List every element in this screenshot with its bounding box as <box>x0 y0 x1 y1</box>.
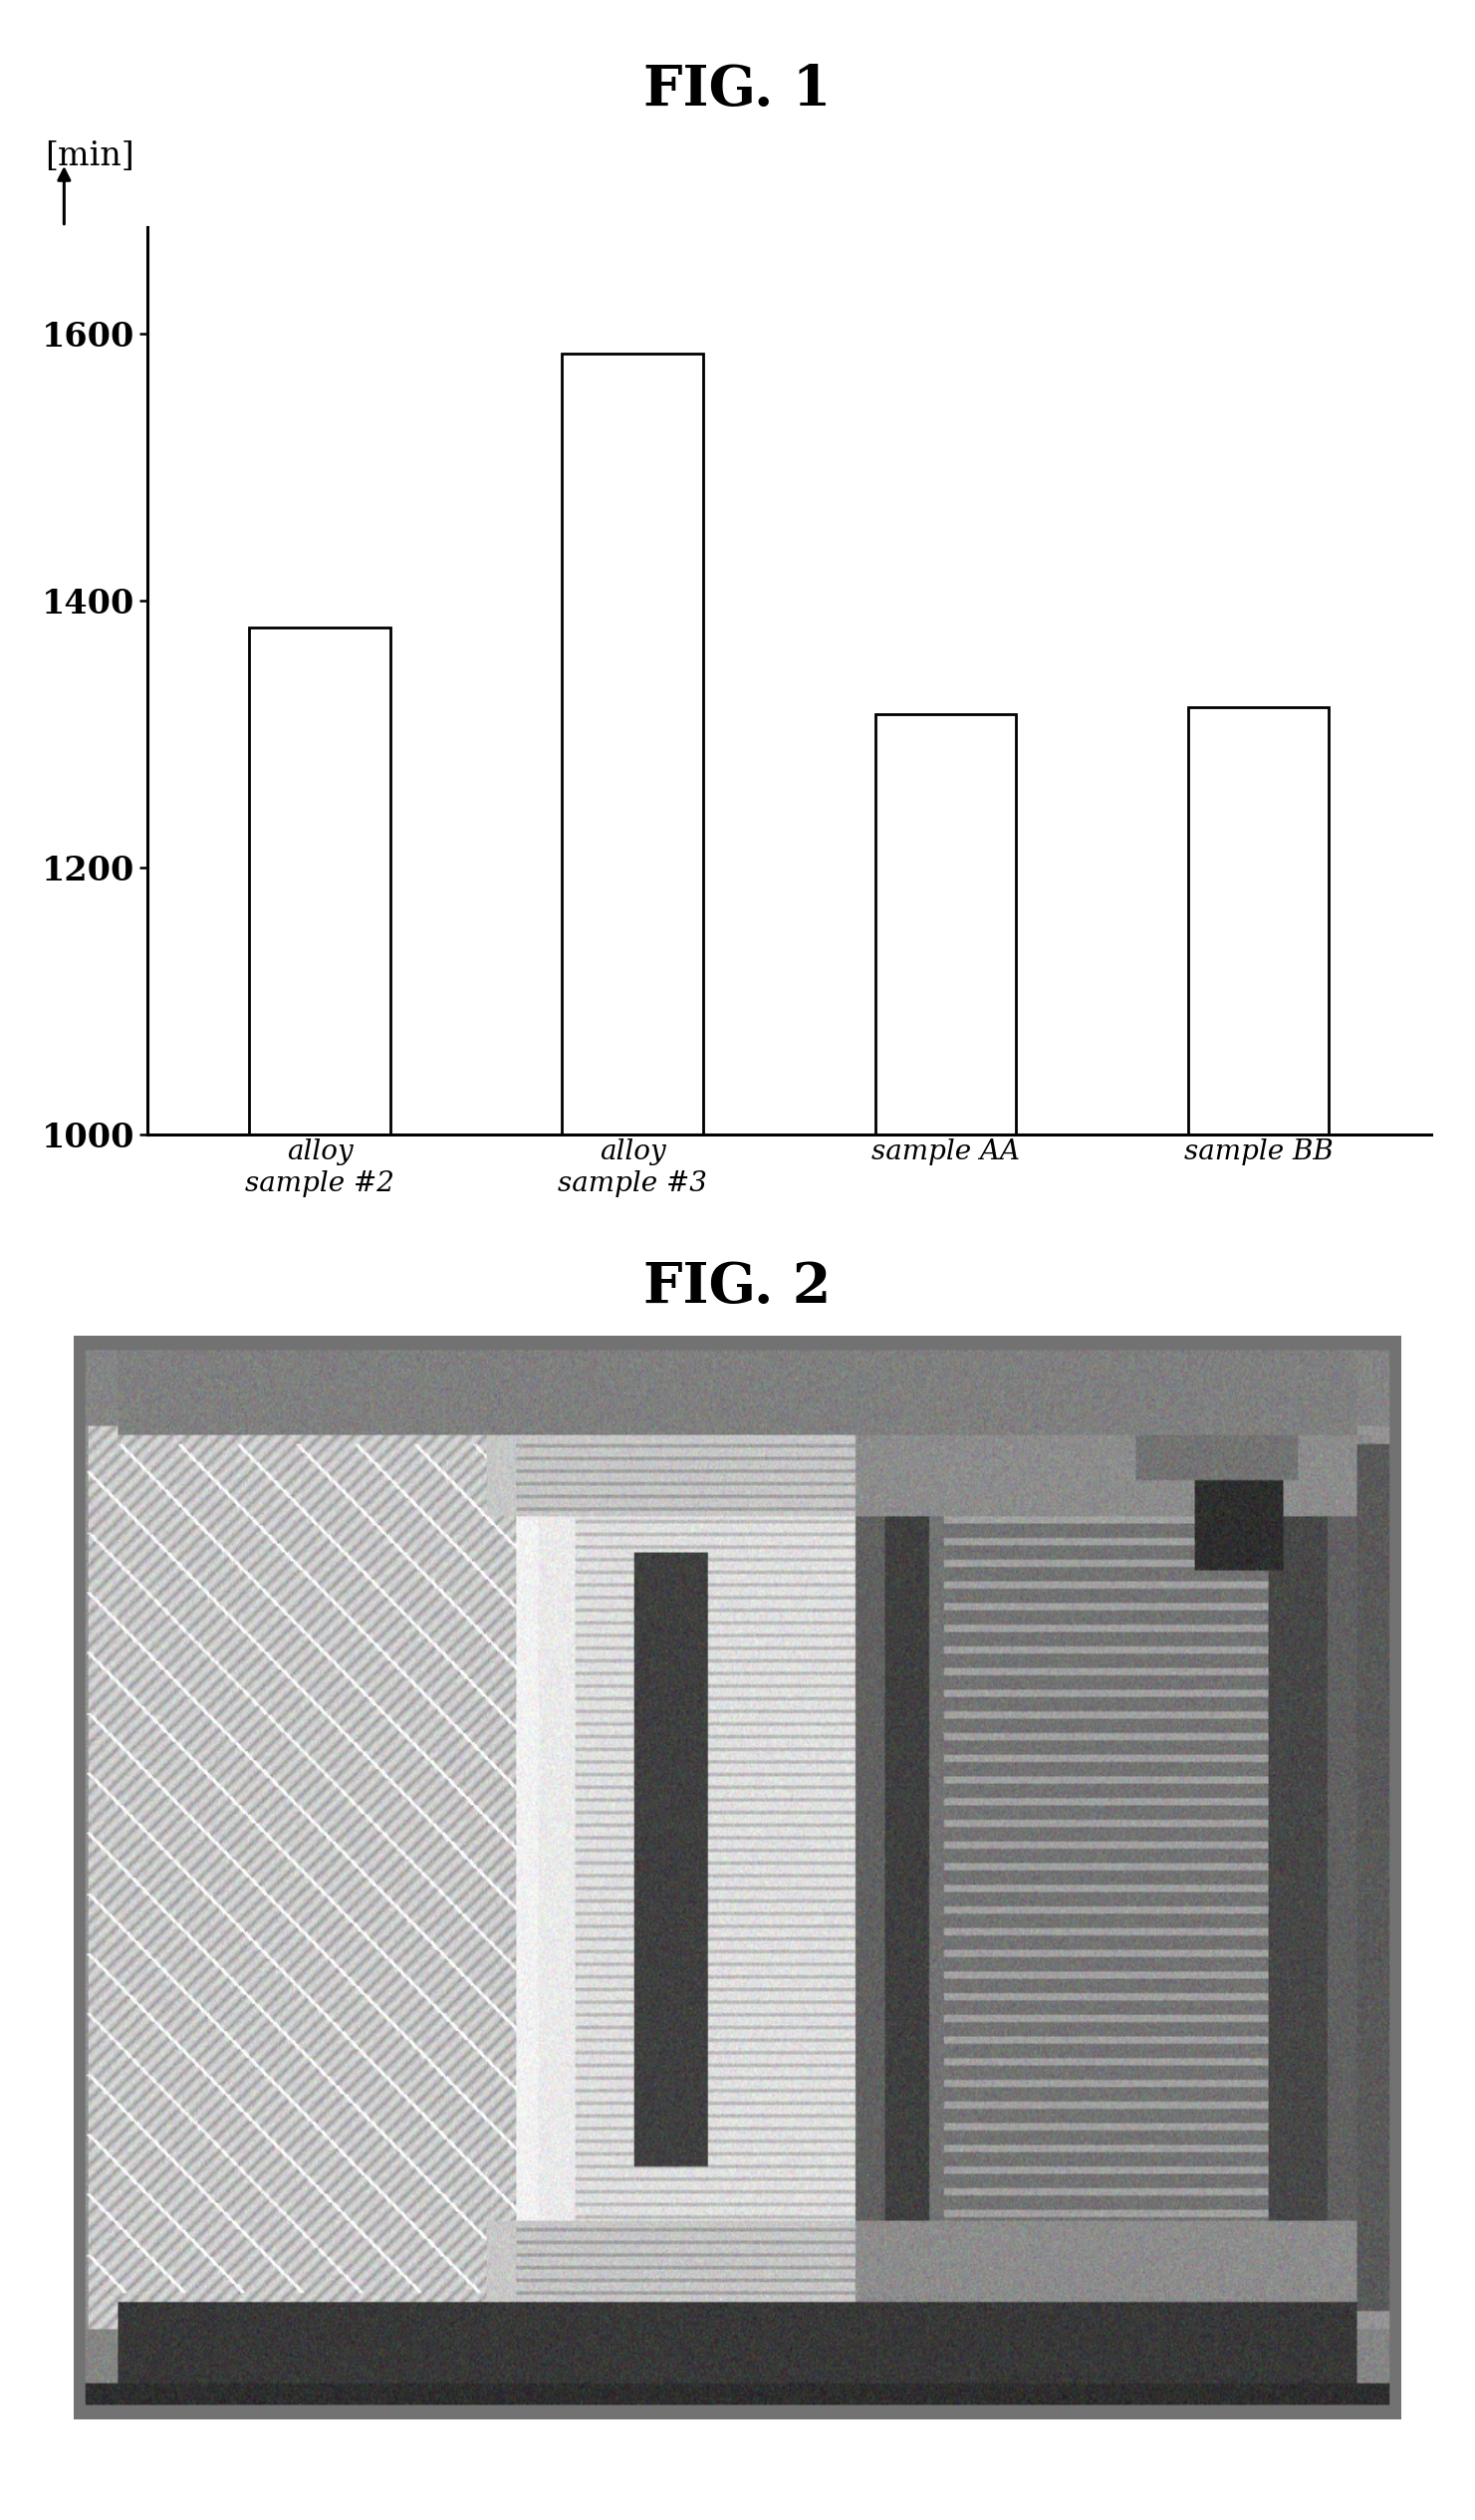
Text: FIG. 1: FIG. 1 <box>643 63 832 118</box>
Bar <box>249 627 389 1134</box>
Text: FIG. 2: FIG. 2 <box>643 1260 832 1315</box>
Bar <box>875 713 1016 1134</box>
Bar <box>1189 708 1329 1134</box>
Text: [min]: [min] <box>44 141 134 171</box>
Bar <box>562 353 704 1134</box>
